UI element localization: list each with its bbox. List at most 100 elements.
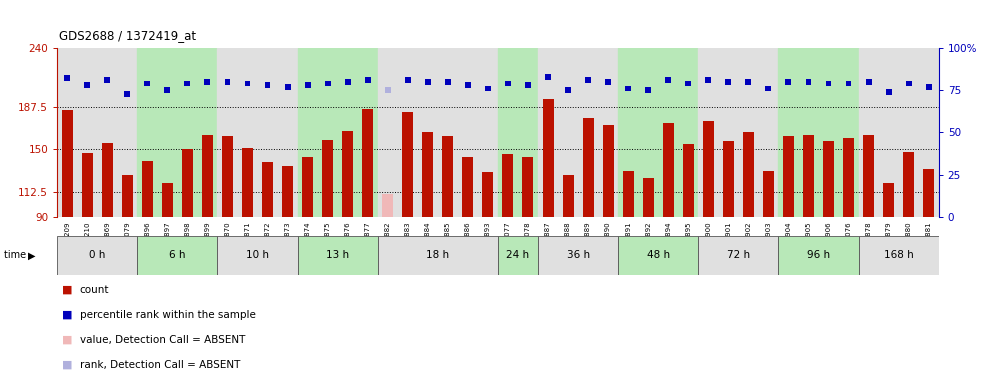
Bar <box>843 138 854 217</box>
Point <box>801 79 816 85</box>
Bar <box>803 135 814 217</box>
Point <box>360 77 376 83</box>
Point <box>880 89 896 95</box>
Point <box>520 82 535 88</box>
Bar <box>583 118 594 217</box>
Point <box>661 77 676 83</box>
Point <box>420 79 436 85</box>
Point <box>560 87 576 93</box>
Bar <box>903 152 914 217</box>
Text: rank, Detection Call = ABSENT: rank, Detection Call = ABSENT <box>80 360 241 370</box>
Point <box>721 79 737 85</box>
Bar <box>823 141 834 217</box>
Text: 48 h: 48 h <box>647 250 669 260</box>
Point <box>640 87 656 93</box>
Bar <box>57 236 137 275</box>
Bar <box>378 48 498 217</box>
Bar <box>282 166 293 217</box>
Bar <box>498 48 538 217</box>
Point <box>600 79 616 85</box>
Bar <box>682 144 694 217</box>
Bar <box>162 183 173 217</box>
Text: ▶: ▶ <box>28 250 35 260</box>
Point <box>220 79 236 85</box>
Text: ■: ■ <box>62 360 73 370</box>
Point <box>740 79 756 85</box>
Bar <box>262 162 273 217</box>
Bar <box>663 124 673 217</box>
Bar <box>298 236 378 275</box>
Bar <box>443 136 454 217</box>
Text: percentile rank within the sample: percentile rank within the sample <box>80 310 255 320</box>
Bar <box>859 48 939 217</box>
Bar <box>122 175 133 217</box>
Point <box>139 80 155 86</box>
Bar <box>322 141 333 217</box>
Bar <box>402 112 413 217</box>
Text: ■: ■ <box>62 285 73 295</box>
Bar <box>778 48 859 217</box>
Bar <box>859 236 939 275</box>
Text: 96 h: 96 h <box>807 250 830 260</box>
Point <box>119 91 135 97</box>
Bar <box>462 157 473 217</box>
Point <box>921 84 937 90</box>
Bar <box>698 236 778 275</box>
Bar <box>618 236 698 275</box>
Bar <box>542 99 553 217</box>
Bar <box>82 153 93 217</box>
Bar <box>923 169 934 217</box>
Text: 18 h: 18 h <box>426 250 450 260</box>
Text: 72 h: 72 h <box>727 250 750 260</box>
Text: ■: ■ <box>62 335 73 345</box>
Point <box>901 80 917 86</box>
Point <box>700 77 716 83</box>
Bar <box>362 109 374 217</box>
Text: 6 h: 6 h <box>170 250 185 260</box>
Point <box>79 82 95 88</box>
Bar <box>202 135 213 217</box>
Point <box>380 87 395 93</box>
Point <box>179 80 195 86</box>
Bar <box>563 175 574 217</box>
Text: ■: ■ <box>62 310 73 320</box>
Point <box>319 80 335 86</box>
Bar <box>218 236 298 275</box>
Bar <box>778 236 859 275</box>
Bar <box>383 194 393 217</box>
Bar <box>242 148 253 217</box>
Bar <box>763 171 774 217</box>
Point <box>781 79 797 85</box>
Bar <box>181 149 193 217</box>
Bar <box>137 236 218 275</box>
Text: 0 h: 0 h <box>89 250 106 260</box>
Bar <box>602 124 613 217</box>
Text: count: count <box>80 285 109 295</box>
Text: value, Detection Call = ABSENT: value, Detection Call = ABSENT <box>80 335 246 345</box>
Text: 36 h: 36 h <box>567 250 590 260</box>
Point <box>620 86 636 92</box>
Bar <box>538 236 618 275</box>
Bar <box>302 157 314 217</box>
Bar <box>137 48 218 217</box>
Bar <box>102 142 112 217</box>
Bar <box>622 171 634 217</box>
Point <box>59 75 75 81</box>
Bar <box>618 48 698 217</box>
Bar <box>503 154 514 217</box>
Point <box>100 77 115 83</box>
Bar <box>723 141 734 217</box>
Point <box>300 82 316 88</box>
Point <box>460 82 476 88</box>
Bar <box>222 136 233 217</box>
Bar <box>378 236 498 275</box>
Text: 24 h: 24 h <box>507 250 529 260</box>
Bar <box>57 48 137 217</box>
Bar <box>538 48 618 217</box>
Bar <box>643 177 654 217</box>
Text: 13 h: 13 h <box>326 250 349 260</box>
Point <box>540 74 556 80</box>
Bar <box>342 131 353 217</box>
Point <box>340 79 356 85</box>
Point <box>240 80 255 86</box>
